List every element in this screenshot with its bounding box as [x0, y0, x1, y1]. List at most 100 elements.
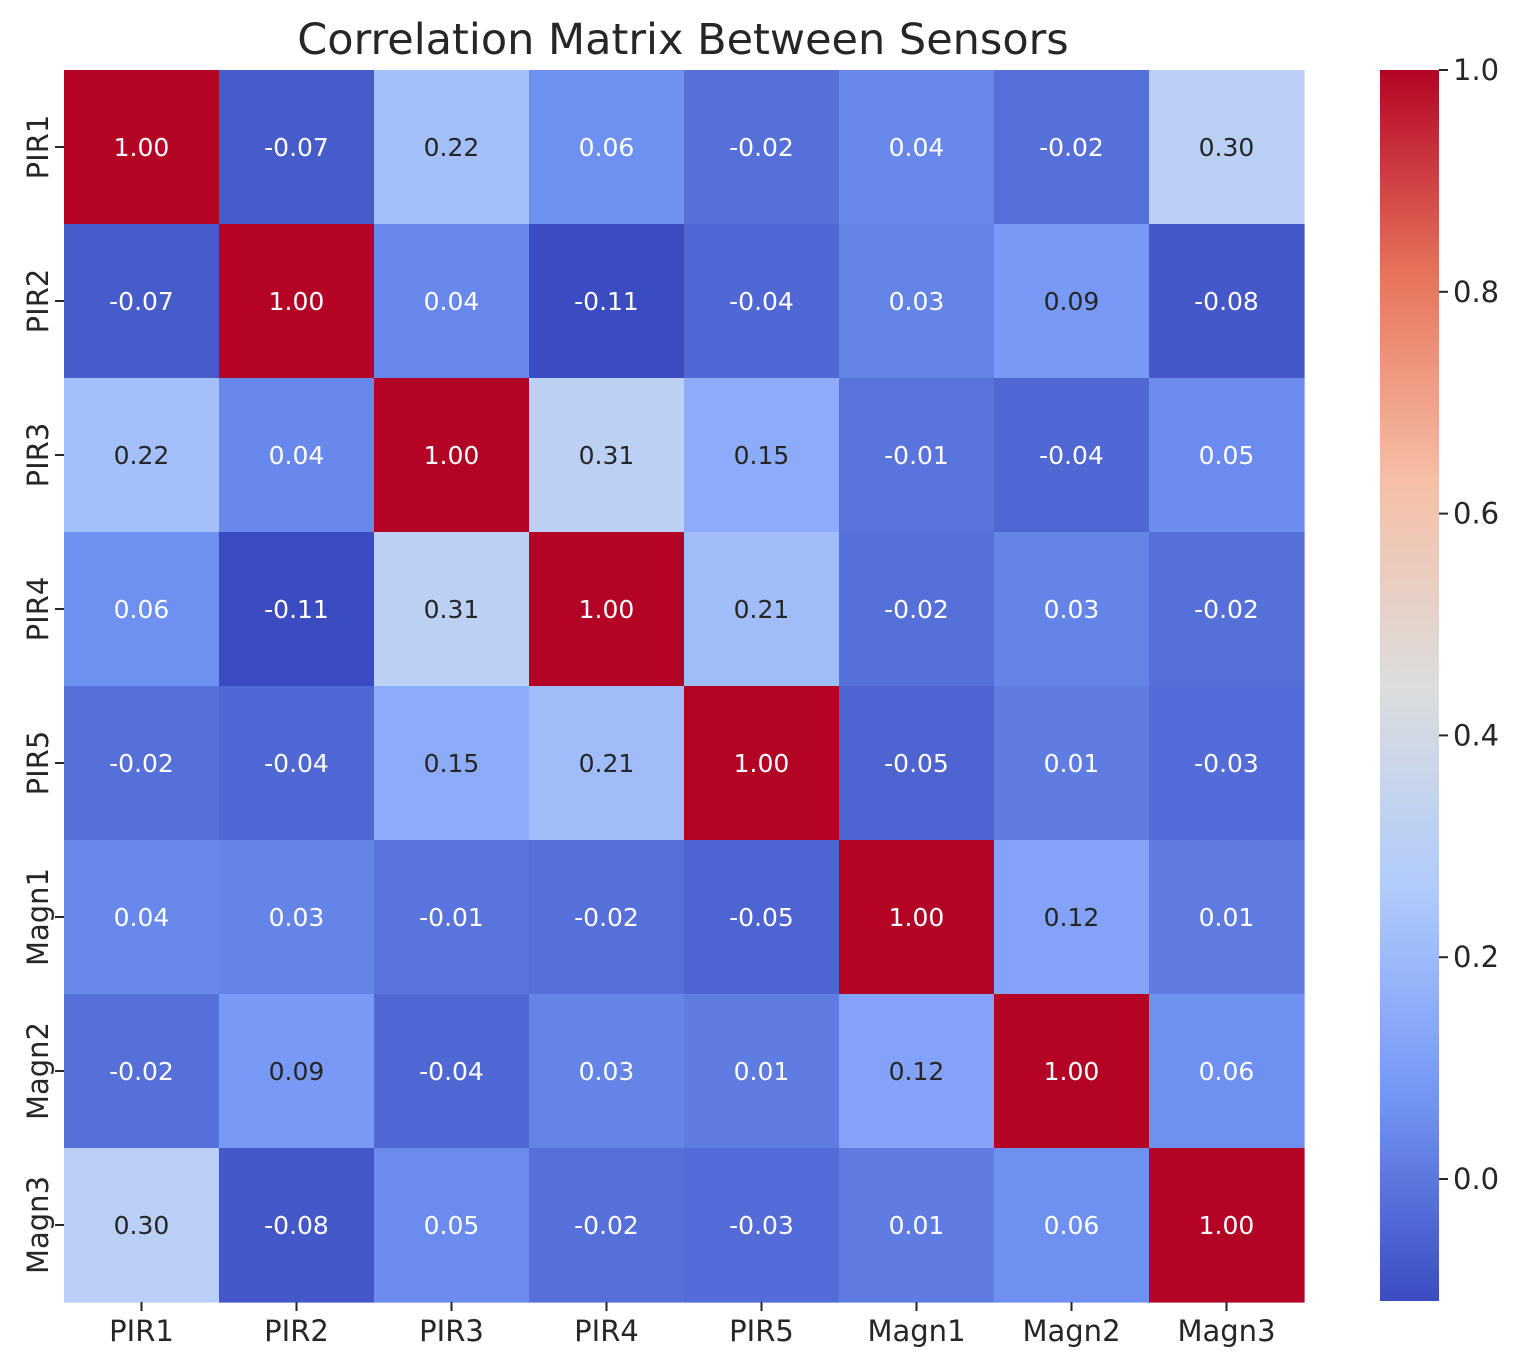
- heatmap-cell: [64, 532, 220, 687]
- cell-value-label: -0.05: [729, 903, 794, 932]
- cell-value-label: 0.12: [889, 1057, 945, 1086]
- cell-value-label: 0.04: [269, 441, 325, 470]
- chart-title: Correlation Matrix Between Sensors: [297, 15, 1068, 65]
- heatmap-cell: [219, 994, 375, 1149]
- cell-value-label: -0.04: [419, 1057, 484, 1086]
- cell-value-label: 1.00: [114, 133, 170, 162]
- cell-value-label: 0.04: [114, 903, 170, 932]
- heatmap-cell: [1149, 840, 1305, 995]
- heatmap-cell: [219, 378, 375, 533]
- cell-value-label: 1.00: [579, 595, 635, 624]
- cell-value-label: 1.00: [889, 903, 945, 932]
- cell-value-label: -0.02: [1039, 133, 1104, 162]
- x-tick-label: PIR2: [264, 1314, 329, 1348]
- cell-value-label: -0.08: [264, 1211, 329, 1240]
- heatmap-cell: [684, 378, 840, 533]
- colorbar-tick-label: 0.8: [1453, 275, 1499, 309]
- x-tick-label: Magn1: [867, 1314, 965, 1348]
- cell-value-label: -0.04: [729, 287, 794, 316]
- heatmap-cell: [64, 224, 220, 379]
- cell-value-label: -0.04: [264, 749, 329, 778]
- heatmap-cell: [994, 994, 1150, 1149]
- cell-value-label: -0.11: [574, 287, 639, 316]
- heatmap-cell: [994, 686, 1150, 841]
- x-tick-label: Magn2: [1022, 1314, 1120, 1348]
- heatmap-cell: [994, 840, 1150, 995]
- colorbar-axis: 0.0 0.2 0.4 0.6 0.8 1.0: [1439, 53, 1499, 1196]
- y-tick-label: PIR3: [21, 423, 55, 488]
- x-tick-label: PIR5: [729, 1314, 794, 1348]
- heatmap-cell: [529, 994, 685, 1149]
- colorbar-tick-label: 0.6: [1453, 497, 1499, 531]
- heatmap-cell: [374, 686, 530, 841]
- cell-value-label: 0.12: [1044, 903, 1100, 932]
- heatmap-cell: [64, 686, 220, 841]
- y-tick-label: Magn1: [21, 868, 55, 966]
- heatmap-cell: [374, 224, 530, 379]
- heatmap-cell: [839, 994, 995, 1149]
- cell-value-label: 0.01: [889, 1211, 945, 1240]
- heatmap-cell: [684, 532, 840, 687]
- heatmap-cell: [839, 70, 995, 225]
- cell-value-label: 0.09: [269, 1057, 325, 1086]
- heatmap-cell: [994, 532, 1150, 687]
- heatmap-cell: [839, 686, 995, 841]
- heatmap-cell: [1149, 1148, 1305, 1303]
- cell-value-label: -0.05: [884, 749, 949, 778]
- cell-value-label: 0.31: [579, 441, 635, 470]
- cell-value-label: 0.01: [1199, 903, 1255, 932]
- heatmap-cell: [64, 378, 220, 533]
- cell-value-label: 1.00: [1044, 1057, 1100, 1086]
- cell-value-label: -0.02: [574, 1211, 639, 1240]
- y-axis: PIR1 PIR2 PIR3 PIR4 PIR5 Magn1 Magn2 Magn3: [21, 115, 64, 1274]
- heatmap-cell: [529, 70, 685, 225]
- x-tick-label: PIR1: [109, 1314, 174, 1348]
- cell-value-label: 0.30: [1199, 133, 1255, 162]
- heatmap-cell: [994, 378, 1150, 533]
- cell-value-label: 0.06: [1199, 1057, 1255, 1086]
- heatmap-cells: 1.00 -0.07 0.22 0.06 -0.02 0.04 -0.02 0.30 -0.07…: [64, 70, 1305, 1303]
- cell-value-label: 1.00: [424, 441, 480, 470]
- cell-value-label: 1.00: [269, 287, 325, 316]
- cell-value-label: 0.15: [424, 749, 480, 778]
- heatmap-cell: [219, 840, 375, 995]
- colorbar-tick-label: 1.0: [1453, 53, 1499, 87]
- cell-value-label: 0.05: [1199, 441, 1255, 470]
- heatmap-cell: [529, 224, 685, 379]
- heatmap-cell: [994, 1148, 1150, 1303]
- cell-value-label: -0.02: [109, 749, 174, 778]
- cell-value-label: -0.01: [419, 903, 484, 932]
- heatmap-cell: [839, 224, 995, 379]
- cell-value-label: -0.08: [1194, 287, 1259, 316]
- heatmap-cell: [64, 70, 220, 225]
- heatmap-cell: [374, 70, 530, 225]
- heatmap-cell: [529, 532, 685, 687]
- cell-value-label: 0.22: [424, 133, 480, 162]
- heatmap-cell: [219, 532, 375, 687]
- cell-value-label: -0.11: [264, 595, 329, 624]
- cell-value-label: -0.01: [884, 441, 949, 470]
- heatmap-cell: [219, 686, 375, 841]
- heatmap-cell: [1149, 686, 1305, 841]
- heatmap-cell: [839, 532, 995, 687]
- y-tick-label: PIR1: [21, 115, 55, 180]
- cell-value-label: -0.03: [729, 1211, 794, 1240]
- cell-value-label: 1.00: [1199, 1211, 1255, 1240]
- heatmap-cell: [684, 224, 840, 379]
- cell-value-label: 0.01: [734, 1057, 790, 1086]
- cell-value-label: 0.05: [424, 1211, 480, 1240]
- heatmap-cell: [374, 532, 530, 687]
- heatmap-cell: [994, 70, 1150, 225]
- heatmap-cell: [529, 840, 685, 995]
- y-tick-label: PIR2: [21, 269, 55, 334]
- y-tick-label: PIR4: [21, 577, 55, 642]
- cell-value-label: 0.04: [424, 287, 480, 316]
- cell-value-label: 0.15: [734, 441, 790, 470]
- heatmap-cell: [1149, 378, 1305, 533]
- heatmap-cell: [374, 378, 530, 533]
- heatmap-cell: [529, 686, 685, 841]
- cell-value-label: 0.21: [579, 749, 635, 778]
- heatmap-cell: [1149, 70, 1305, 225]
- heatmap-cell: [1149, 224, 1305, 379]
